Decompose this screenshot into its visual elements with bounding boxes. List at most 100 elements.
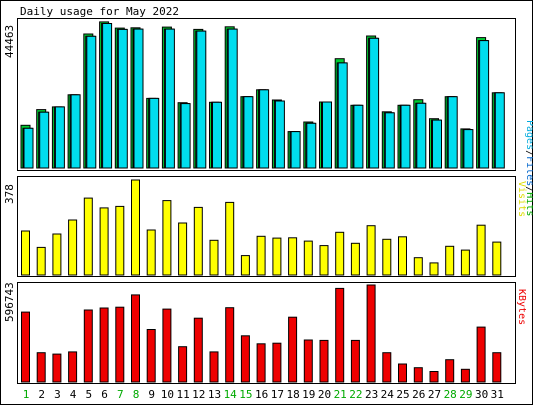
x-tick-label: 12	[192, 388, 205, 401]
visits-bar	[319, 245, 329, 276]
x-tick-label: 1	[23, 388, 30, 401]
visits-bar	[272, 237, 282, 276]
x-tick-label: 18	[286, 388, 299, 401]
visits-bar	[382, 238, 392, 276]
x-tick-label: 9	[148, 388, 155, 401]
x-tick-label: 23	[365, 388, 378, 401]
x-tick-label: 14	[224, 388, 238, 401]
panel1-legend: Pages/Files/Hits	[524, 120, 533, 216]
pages-bar	[164, 28, 175, 169]
kbytes-bar	[366, 284, 376, 383]
pages-bar	[432, 119, 442, 169]
x-tick-label: 28	[444, 388, 457, 401]
pages-bar	[479, 40, 490, 169]
kbytes-bar	[398, 363, 407, 383]
visits-bar	[21, 230, 30, 276]
pages-bar	[117, 28, 128, 169]
x-tick-label: 31	[491, 388, 504, 401]
kbytes-bar	[21, 311, 30, 383]
chart-title: Daily usage for May 2022	[20, 5, 179, 18]
x-tick-label: 3	[54, 388, 61, 401]
pages-bar	[274, 100, 285, 169]
visits-bar	[413, 257, 423, 276]
x-tick-label: 7	[117, 388, 124, 401]
visits-bar	[162, 200, 172, 276]
visits-bar	[225, 201, 235, 276]
x-tick-label: 17	[271, 388, 284, 401]
kbytes-bar	[36, 352, 46, 383]
panel1-ymax-label: 44463	[3, 25, 16, 58]
visits-bar	[398, 236, 407, 276]
pages-bar	[133, 28, 144, 169]
kbytes-bar	[209, 351, 219, 383]
visits-bar	[350, 242, 360, 276]
legend-kbytes: KBytes	[516, 289, 527, 325]
visits-bar	[99, 207, 109, 276]
x-tick-label: 6	[101, 388, 108, 401]
x-tick-label: 26	[412, 388, 425, 401]
visits-bar	[83, 197, 93, 276]
pages-bar	[86, 35, 97, 169]
kbytes-bar	[272, 342, 282, 383]
pages-bar	[306, 122, 317, 169]
kbytes-bar	[413, 367, 423, 383]
x-tick-label: 22	[349, 388, 362, 401]
kbytes-bar	[476, 326, 486, 383]
visits-bar	[68, 219, 78, 276]
pages-bar	[70, 94, 81, 169]
kbytes-bar	[288, 316, 298, 383]
visits-bar	[146, 229, 156, 276]
visits-bar	[52, 233, 62, 276]
pages-bar	[180, 103, 191, 169]
kbytes-bar	[146, 329, 156, 383]
legend-hits: Hits	[524, 192, 533, 216]
panel-hits-files-pages	[17, 18, 516, 171]
panel-visits	[17, 176, 516, 277]
panel3-ymax-label: 596743	[3, 282, 16, 322]
legend-visits: Visits	[516, 181, 527, 217]
kbytes-bar	[429, 371, 439, 383]
x-tick-label: 25	[396, 388, 409, 401]
visits-bar	[36, 246, 46, 276]
x-tick-label: 21	[334, 388, 347, 401]
kbytes-bar	[445, 359, 455, 383]
x-tick-label: 11	[176, 388, 189, 401]
pages-bar	[149, 97, 160, 169]
bars-layer	[20, 21, 505, 383]
panel-kbytes	[17, 282, 516, 384]
x-tick-label: 10	[161, 388, 174, 401]
x-tick-label: 27	[428, 388, 441, 401]
pages-bar	[243, 96, 254, 169]
panel2-ymax-label: 378	[3, 184, 16, 204]
visits-bar	[460, 249, 470, 276]
x-tick-label: 13	[208, 388, 221, 401]
x-tick-label: 8	[133, 388, 140, 401]
visits-bar	[366, 225, 376, 276]
pages-bar	[196, 30, 207, 169]
kbytes-bar	[319, 339, 329, 383]
pages-bar	[227, 28, 238, 169]
pages-bar	[322, 101, 332, 169]
pages-bar	[259, 89, 270, 169]
visits-bar	[288, 237, 298, 276]
visits-bar	[445, 245, 455, 276]
pages-bar	[384, 112, 395, 169]
x-axis-labels: 1 2 3 4 5 6 7 8 9 10 11 12 13 14 15 16 17 18 19 20 21 22 23 24 2…	[23, 388, 504, 401]
x-tick-label: 5	[85, 388, 92, 401]
pages-bar	[23, 127, 34, 169]
legend-sep1: /	[524, 150, 533, 156]
kbytes-bar	[303, 339, 313, 383]
pages-bar	[39, 111, 50, 169]
x-tick-label: 2	[38, 388, 45, 401]
legend-sep2: /	[524, 186, 533, 192]
x-tick-label: 20	[318, 388, 331, 401]
x-tick-label: 24	[381, 388, 395, 401]
pages-bar	[447, 96, 458, 169]
kbytes-bar	[162, 308, 172, 383]
kbytes-bar	[335, 287, 345, 383]
pages-bar	[400, 104, 411, 169]
x-tick-label: 29	[459, 388, 472, 401]
pages-bar	[369, 37, 380, 169]
visits-bar	[209, 239, 219, 276]
kbytes-bar	[83, 309, 93, 383]
